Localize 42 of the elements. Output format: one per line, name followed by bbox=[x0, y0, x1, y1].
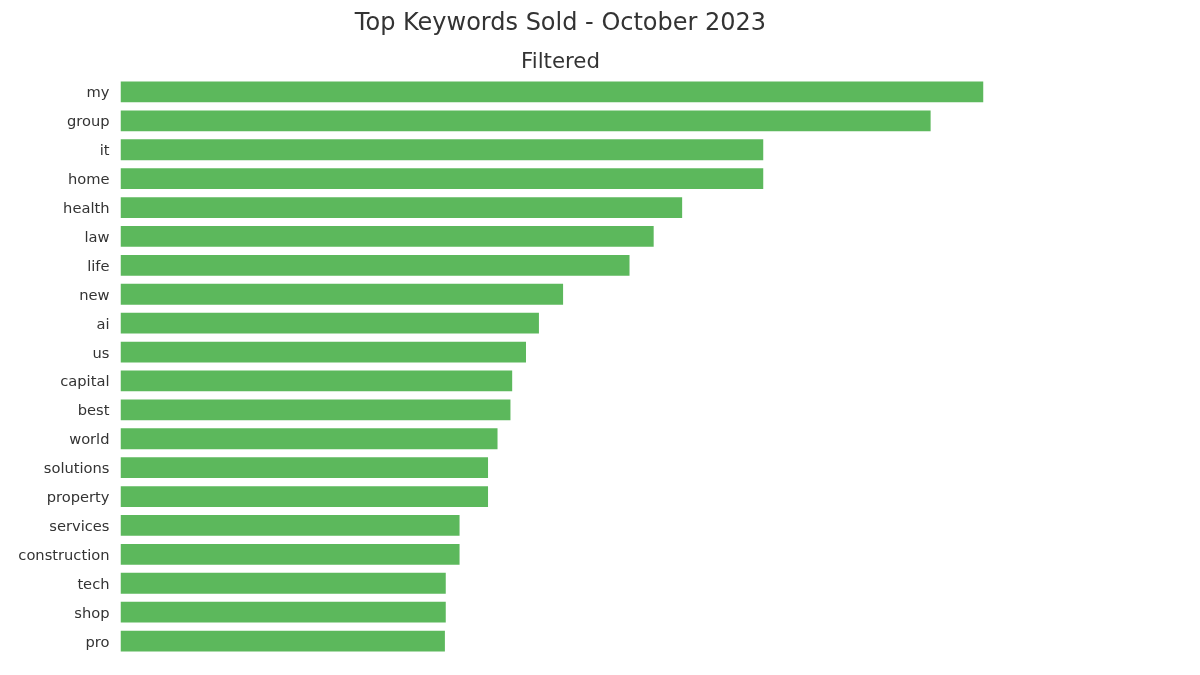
y-tick-label: ai bbox=[96, 314, 110, 332]
bar bbox=[120, 139, 764, 161]
bar bbox=[120, 543, 460, 565]
y-tick-label: us bbox=[92, 343, 110, 361]
bar bbox=[120, 168, 764, 190]
bar bbox=[120, 486, 489, 507]
chart-subtitle: Filtered bbox=[520, 47, 601, 73]
bar bbox=[120, 197, 683, 218]
bar bbox=[120, 226, 654, 247]
y-tick-label: my bbox=[86, 83, 110, 101]
y-tick-label: services bbox=[49, 516, 110, 534]
y-tick-label: health bbox=[63, 199, 110, 217]
y-tick-label: new bbox=[79, 285, 110, 303]
bar bbox=[120, 312, 539, 334]
chart-title: Top Keywords Sold - October 2023 bbox=[353, 7, 767, 36]
bar bbox=[120, 428, 498, 450]
y-tick-label: property bbox=[46, 488, 110, 506]
bar bbox=[120, 457, 489, 479]
bar bbox=[120, 399, 511, 421]
y-tick-label: group bbox=[66, 112, 110, 130]
y-tick-label: law bbox=[84, 227, 110, 245]
bar bbox=[120, 515, 460, 536]
bar bbox=[120, 254, 630, 276]
y-tick-label: it bbox=[99, 141, 110, 159]
y-tick-label: life bbox=[87, 256, 110, 274]
bar bbox=[120, 81, 984, 103]
y-tick-label: construction bbox=[18, 545, 110, 563]
y-tick-label: shop bbox=[74, 603, 110, 621]
y-tick-label: pro bbox=[85, 632, 110, 650]
bar bbox=[120, 110, 931, 132]
y-tick-label: home bbox=[67, 170, 110, 188]
y-tick-label: best bbox=[77, 401, 110, 419]
y-tick-label: solutions bbox=[43, 459, 110, 477]
y-tick-label: tech bbox=[77, 574, 110, 592]
bar bbox=[120, 370, 513, 392]
bar bbox=[120, 601, 446, 623]
y-tick-label: world bbox=[69, 430, 110, 448]
y-tick-label: capital bbox=[60, 372, 110, 390]
bar bbox=[120, 283, 564, 305]
bar bbox=[120, 572, 446, 594]
bar bbox=[120, 630, 445, 652]
bar bbox=[120, 341, 526, 363]
